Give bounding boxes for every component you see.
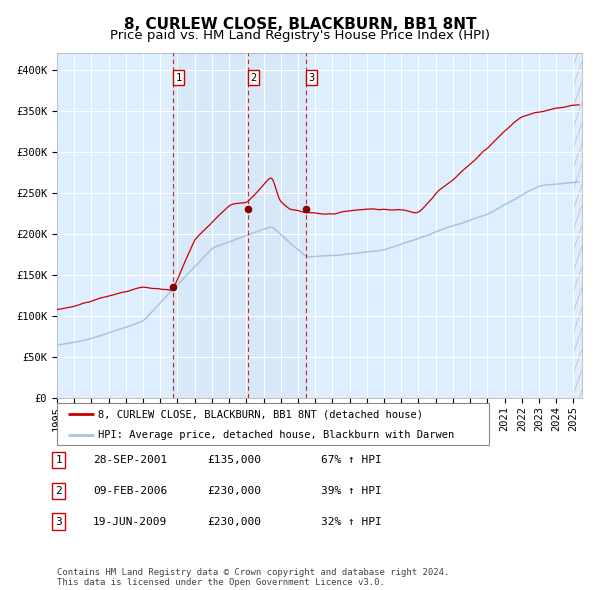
- Text: 32% ↑ HPI: 32% ↑ HPI: [321, 517, 382, 526]
- Text: 8, CURLEW CLOSE, BLACKBURN, BB1 8NT (detached house): 8, CURLEW CLOSE, BLACKBURN, BB1 8NT (det…: [98, 409, 423, 419]
- Text: 8, CURLEW CLOSE, BLACKBURN, BB1 8NT: 8, CURLEW CLOSE, BLACKBURN, BB1 8NT: [124, 17, 476, 31]
- Text: 67% ↑ HPI: 67% ↑ HPI: [321, 455, 382, 465]
- Text: Contains HM Land Registry data © Crown copyright and database right 2024.
This d: Contains HM Land Registry data © Crown c…: [57, 568, 449, 587]
- Text: 19-JUN-2009: 19-JUN-2009: [93, 517, 167, 526]
- Text: £230,000: £230,000: [207, 517, 261, 526]
- Text: 3: 3: [308, 73, 315, 83]
- Text: £230,000: £230,000: [207, 486, 261, 496]
- Text: 2: 2: [55, 486, 62, 496]
- Text: 28-SEP-2001: 28-SEP-2001: [93, 455, 167, 465]
- Text: £135,000: £135,000: [207, 455, 261, 465]
- Text: 3: 3: [55, 517, 62, 526]
- Text: Price paid vs. HM Land Registry's House Price Index (HPI): Price paid vs. HM Land Registry's House …: [110, 30, 490, 42]
- Text: 1: 1: [176, 73, 182, 83]
- Bar: [173, 53, 306, 398]
- Text: 1: 1: [55, 455, 62, 465]
- Text: HPI: Average price, detached house, Blackburn with Darwen: HPI: Average price, detached house, Blac…: [98, 430, 454, 440]
- Text: 39% ↑ HPI: 39% ↑ HPI: [321, 486, 382, 496]
- Text: 2: 2: [251, 73, 257, 83]
- Text: 09-FEB-2006: 09-FEB-2006: [93, 486, 167, 496]
